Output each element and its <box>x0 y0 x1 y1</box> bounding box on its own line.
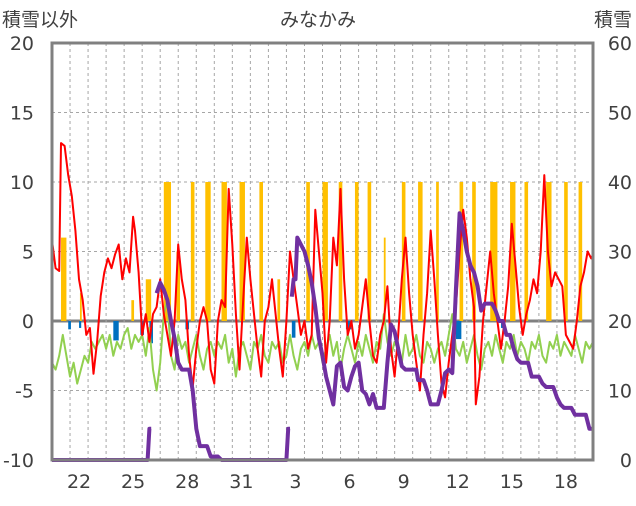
right-axis-label: 積雪 <box>594 9 632 31</box>
gold-bar <box>524 182 529 321</box>
left-tick-label: 20 <box>10 33 34 55</box>
gold-bar <box>472 182 476 321</box>
x-tick-label: 31 <box>229 471 253 493</box>
gold-bar <box>510 182 516 321</box>
gold-bar <box>145 279 152 321</box>
gold-bar <box>436 182 439 321</box>
gold-bar <box>306 182 310 321</box>
x-tick-label: 15 <box>500 471 524 493</box>
gold-bar <box>79 293 82 321</box>
gold-bar <box>490 182 498 321</box>
gold-bar <box>383 237 386 321</box>
x-tick-label: 22 <box>67 471 91 493</box>
left-tick-label: -10 <box>3 450 34 472</box>
left-tick-label: 5 <box>22 242 34 264</box>
gold-bar <box>163 182 172 321</box>
x-tick-label: 3 <box>289 471 301 493</box>
blue-bar <box>345 321 352 330</box>
gold-bar <box>418 182 423 321</box>
purple-series-line <box>289 211 593 431</box>
left-tick-label: 10 <box>10 172 34 194</box>
gold-bar <box>338 182 343 321</box>
right-tick-label: 0 <box>620 450 632 472</box>
gold-bar <box>367 182 372 321</box>
right-axis-ticks: 60 50 40 30 20 10 0 <box>608 33 632 472</box>
gold-bar <box>259 182 263 321</box>
right-tick-label: 10 <box>608 381 632 403</box>
gold-bar <box>61 237 67 321</box>
gold-bar <box>578 182 583 321</box>
blue-bar <box>455 321 462 340</box>
right-tick-label: 30 <box>608 242 632 264</box>
plot-frame <box>50 41 595 462</box>
gold-bar <box>239 182 245 321</box>
x-axis-ticks: 22 25 28 31 3 6 9 12 15 18 <box>67 471 578 493</box>
x-tick-label: 9 <box>398 471 410 493</box>
x-tick-label: 25 <box>121 471 145 493</box>
left-axis-ticks: 20 15 10 5 0 -5 -10 <box>3 33 34 472</box>
x-tick-label: 6 <box>344 471 356 493</box>
gold-bar <box>131 300 135 321</box>
right-tick-label: 60 <box>608 33 632 55</box>
gold-bar <box>221 182 227 321</box>
bar-series <box>61 182 583 344</box>
gold-bar <box>176 251 181 321</box>
blue-bar <box>79 321 82 328</box>
gold-bar <box>277 279 281 321</box>
right-tick-label: 40 <box>608 172 632 194</box>
x-tick-label: 12 <box>446 471 470 493</box>
right-tick-label: 20 <box>608 311 632 333</box>
blue-bar <box>68 321 71 330</box>
left-tick-label: -5 <box>15 381 34 403</box>
gold-bar <box>459 182 464 321</box>
gold-bar <box>190 182 195 321</box>
right-tick-label: 50 <box>608 103 632 125</box>
gold-bar <box>564 182 568 321</box>
x-tick-label: 28 <box>175 471 199 493</box>
gold-bar <box>205 182 211 321</box>
gold-bar <box>354 182 359 321</box>
left-tick-label: 0 <box>22 311 34 333</box>
x-tick-label: 18 <box>554 471 578 493</box>
left-tick-label: 15 <box>10 103 34 125</box>
left-axis-label: 積雪以外 <box>2 9 78 31</box>
blue-bar <box>291 321 296 338</box>
chart-title: みなかみ <box>280 9 356 31</box>
gold-bar <box>322 182 328 321</box>
blue-bar <box>113 321 119 341</box>
